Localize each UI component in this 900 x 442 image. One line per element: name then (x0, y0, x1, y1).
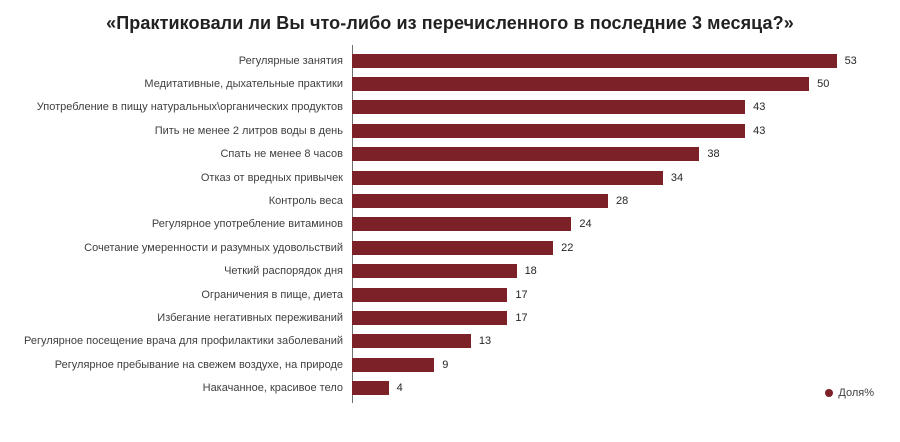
bar (352, 194, 608, 209)
category-label: Пить не менее 2 литров воды в день (154, 124, 343, 137)
bar (352, 147, 700, 162)
bar-row: Избегание негативных переживаний 17 (8, 306, 888, 329)
value-label: 34 (670, 171, 684, 184)
category-label: Ограничения в пище, диета (201, 288, 343, 301)
bar-area: 18 (352, 260, 888, 283)
category-label: Употребление в пищу натуральных\органиче… (36, 101, 343, 114)
bar-area: 38 (352, 143, 888, 166)
bar-area: 24 (352, 213, 888, 236)
bar-row: Отказ от вредных привычек 34 (8, 166, 888, 189)
bar (352, 123, 746, 138)
bar-row: Медитативные, дыхательные практики 50 (8, 72, 888, 95)
bar-row: Употребление в пищу натуральных\органиче… (8, 96, 888, 119)
chart-title: «Практиковали ли Вы что-либо из перечисл… (106, 13, 794, 33)
bar (352, 334, 471, 349)
value-label: 13 (478, 335, 492, 348)
value-label: 17 (515, 311, 528, 324)
value-label: 53 (844, 54, 857, 67)
bar (352, 381, 389, 396)
value-label: 17 (515, 288, 528, 301)
value-label: 43 (753, 124, 766, 137)
category-label: Медитативные, дыхательные практики (144, 78, 343, 91)
bar-area: 17 (352, 283, 888, 306)
chart-body: Регулярные занятия 53 Медитативные, дыхате… (8, 45, 888, 405)
bar (352, 264, 517, 279)
bar-area: 17 (352, 306, 888, 329)
category-label: Регулярные занятия (238, 54, 343, 67)
bar (352, 100, 746, 115)
value-label: 22 (561, 241, 574, 254)
bar-area: 50 (352, 72, 888, 95)
bar-area: 43 (352, 119, 888, 142)
bar-row: Ограничения в пище, диета 17 (8, 283, 888, 306)
bar-area: 53 (352, 49, 888, 72)
bar-area: 28 (352, 189, 888, 212)
category-label: Избегание негативных переживаний (157, 311, 343, 324)
value-label: 43 (753, 101, 766, 114)
bar-row: Пить не менее 2 литров воды в день 43 (8, 119, 888, 142)
category-label: Четкий распорядок дня (224, 265, 343, 278)
bar-row: Накачанное, красивое тело 4 (8, 376, 888, 399)
category-label: Спать не менее 8 часов (220, 148, 343, 161)
legend: Доля% (825, 387, 874, 399)
bar-area: 4 (352, 376, 888, 399)
bar (352, 53, 837, 68)
bar-row: Контроль веса 28 (8, 189, 888, 212)
category-label: Сочетание умеренности и разумных удоволь… (84, 241, 343, 254)
bar (352, 287, 508, 302)
value-label: 18 (524, 265, 537, 278)
bar (352, 170, 663, 185)
bar-row: Спать не менее 8 часов 38 (8, 143, 888, 166)
value-label: 28 (616, 195, 629, 208)
bar (352, 357, 435, 372)
bar (352, 240, 554, 255)
category-label: Регулярное употребление витаминов (151, 218, 343, 231)
bar-row: Регулярные занятия 53 (8, 49, 888, 72)
bar (352, 77, 810, 92)
value-label: 4 (396, 382, 403, 395)
category-label: Регулярное пребывание на свежем воздухе,… (54, 358, 343, 371)
bar-row: Регулярное употребление витаминов 24 (8, 213, 888, 236)
bar-row: Четкий распорядок дня 18 (8, 260, 888, 283)
category-label: Контроль веса (268, 195, 343, 208)
legend-circle-icon (825, 389, 834, 397)
bar (352, 310, 508, 325)
bar-row: Регулярное пребывание на свежем воздухе,… (8, 353, 888, 376)
bar-area: 34 (352, 166, 888, 189)
value-label: 50 (817, 78, 830, 91)
legend-label: Доля% (838, 387, 874, 399)
value-label: 38 (707, 148, 720, 161)
bar-row: Сочетание умеренности и разумных удоволь… (8, 236, 888, 259)
bar-area: 22 (352, 236, 888, 259)
bar-row: Регулярное посещение врача для профилакт… (8, 330, 888, 353)
bar-area: 43 (352, 96, 888, 119)
category-label: Накачанное, красивое тело (202, 382, 343, 395)
value-label: 9 (442, 358, 449, 371)
category-label: Отказ от вредных привычек (200, 171, 343, 184)
category-label: Регулярное посещение врача для профилакт… (24, 335, 343, 348)
bar-area: 9 (352, 353, 888, 376)
bar-area: 13 (352, 330, 888, 353)
bar (352, 217, 572, 232)
value-label: 24 (579, 218, 592, 231)
bar-rows: Регулярные занятия 53 Медитативные, дыхате… (8, 49, 888, 400)
